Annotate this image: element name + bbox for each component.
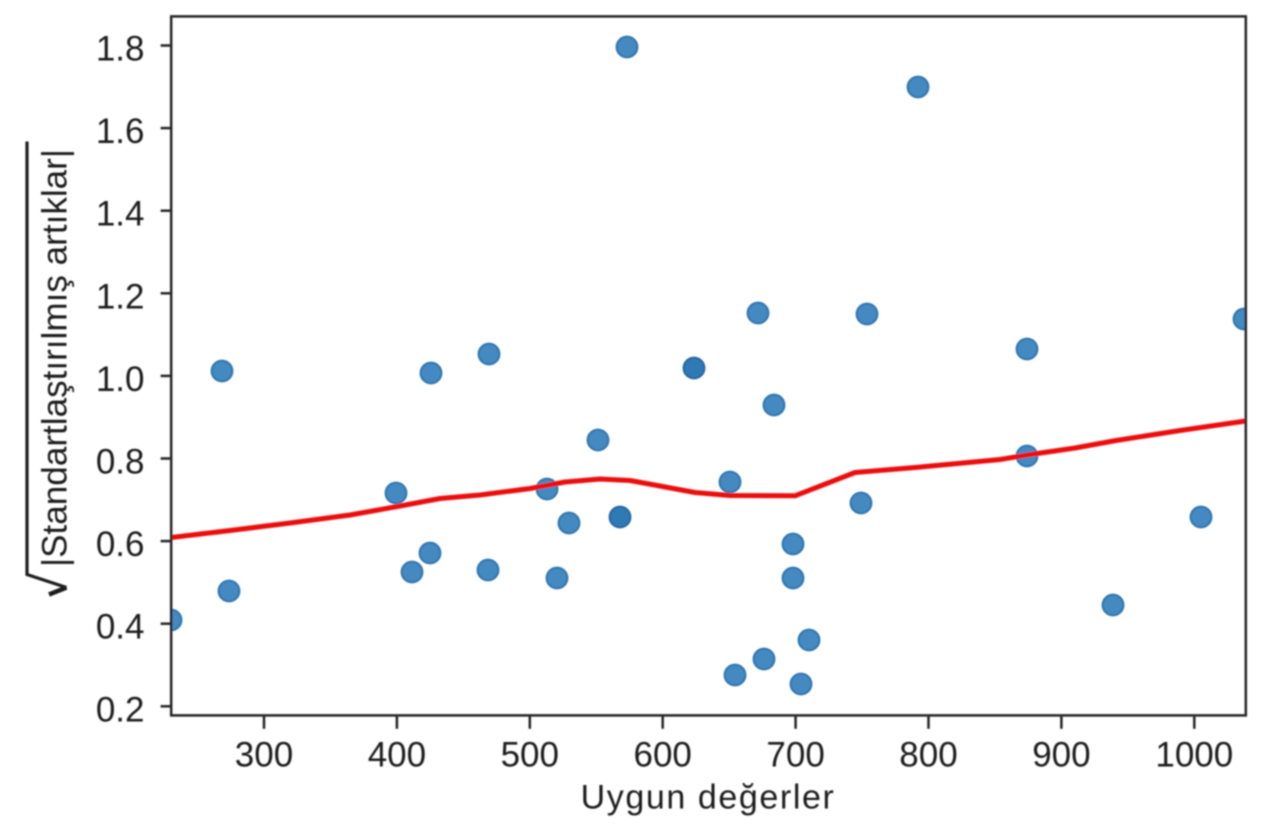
svg-text:1.4: 1.4: [96, 195, 145, 234]
svg-text:0.4: 0.4: [96, 608, 145, 647]
svg-text:800: 800: [899, 736, 957, 775]
svg-text:0.8: 0.8: [96, 443, 145, 482]
svg-text:700: 700: [766, 736, 824, 775]
svg-text:0.2: 0.2: [96, 690, 145, 729]
svg-text:600: 600: [633, 736, 691, 775]
svg-text:1.0: 1.0: [96, 360, 145, 399]
svg-text:1.6: 1.6: [96, 112, 145, 151]
svg-text:|Standartlaştırılmış artıklar|: |Standartlaştırılmış artıklar|: [36, 149, 75, 567]
svg-text:0.6: 0.6: [96, 525, 145, 564]
svg-text:500: 500: [501, 736, 559, 775]
svg-text:400: 400: [368, 736, 426, 775]
svg-text:1000: 1000: [1155, 736, 1233, 775]
svg-text:900: 900: [1032, 736, 1090, 775]
svg-text:Uygun değerler: Uygun değerler: [581, 779, 836, 817]
svg-text:1.8: 1.8: [96, 30, 145, 69]
svg-text:1.2: 1.2: [96, 277, 145, 316]
svg-text:300: 300: [235, 736, 293, 775]
